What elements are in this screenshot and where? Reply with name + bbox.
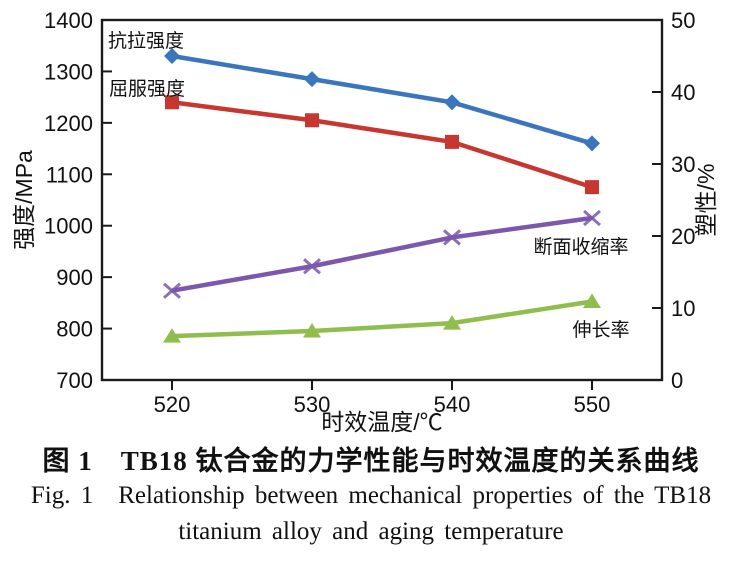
series-yield-strength-label: 屈服强度 xyxy=(109,78,185,100)
y-axis-left-tick-label: 1000 xyxy=(44,214,93,239)
caption-english-line2: titanium alloy and aging temperature xyxy=(178,518,564,545)
y-axis-right-tick-label: 40 xyxy=(671,80,695,105)
caption-chinese: 图 1 TB18 钛合金的力学性能与时效温度的关系曲线 xyxy=(42,446,700,476)
y-axis-left-tick-label: 800 xyxy=(56,317,93,342)
y-axis-left-tick-label: 700 xyxy=(56,368,93,393)
series-reduction-of-area-marker-x xyxy=(583,209,601,227)
x-axis-tick-label: 520 xyxy=(154,392,191,417)
series-elongation-marker-triangle xyxy=(583,293,601,309)
series-tensile-strength-marker-diamond xyxy=(584,135,600,152)
caption-english-line1: Fig. 1 Relationship between mechanical p… xyxy=(30,482,712,509)
y-axis-right-tick-label: 30 xyxy=(671,152,695,177)
series-elongation-marker-triangle xyxy=(303,323,321,338)
x-axis-tick-label: 550 xyxy=(574,392,611,417)
y-axis-left-tick-label: 1400 xyxy=(44,8,93,33)
y-axis-right-tick-label: 10 xyxy=(671,296,695,321)
series-reduction-of-area-marker-x xyxy=(303,258,321,275)
series-tensile-strength-marker-diamond xyxy=(304,71,320,88)
series-tensile-strength-label: 抗拉强度 xyxy=(108,30,184,52)
figure-captions: 图 1 TB18 钛合金的力学性能与时效温度的关系曲线 Fig. 1 Relat… xyxy=(0,444,742,550)
y-axis-right-title: 塑性/% xyxy=(693,164,719,237)
series-yield-strength-marker-square xyxy=(165,95,179,110)
series-tensile-strength-marker-diamond xyxy=(164,48,180,64)
series-yield-strength-marker-square xyxy=(305,113,319,128)
series-elongation-line xyxy=(171,299,593,339)
y-axis-right-tick-label: 50 xyxy=(671,8,695,33)
y-axis-left-title: 强度/MPa xyxy=(11,150,37,250)
series-yield-strength-line xyxy=(171,100,593,190)
y-axis-left-tick-label: 1300 xyxy=(44,59,93,84)
series-reduction-of-area-marker-x xyxy=(443,229,461,246)
series-yield-strength-marker-square xyxy=(445,134,459,149)
series-reduction-of-area-marker-x xyxy=(163,282,181,299)
x-axis-tick-label: 530 xyxy=(294,392,331,417)
series-reduction-of-area-line xyxy=(171,215,593,293)
plot-frame xyxy=(100,18,664,382)
y-axis-right-tick-label: 0 xyxy=(671,368,683,393)
x-axis-title: 时效温度/℃ xyxy=(321,409,442,435)
y-axis-left-tick-label: 1200 xyxy=(44,111,93,136)
y-axis-left-tick-label: 900 xyxy=(56,265,93,290)
y-axis-left-tick-label: 1100 xyxy=(46,162,93,187)
x-axis-tick-label: 540 xyxy=(434,392,471,417)
series-reduction-of-area-label: 断面收缩率 xyxy=(533,236,628,258)
series-tensile-strength-marker-diamond xyxy=(444,94,460,111)
series-elongation-label: 伸长率 xyxy=(572,319,629,341)
series-elongation-marker-triangle xyxy=(163,328,181,343)
y-axis-right-tick-label: 20 xyxy=(671,224,695,249)
series-yield-strength-marker-square xyxy=(585,180,599,195)
line-chart: 700 800 900 1000 1100 1200 1300 1400 0 10 20 30 40 50… xyxy=(11,8,719,435)
series-elongation-marker-triangle xyxy=(443,315,461,330)
series-tensile-strength-line xyxy=(171,53,593,146)
